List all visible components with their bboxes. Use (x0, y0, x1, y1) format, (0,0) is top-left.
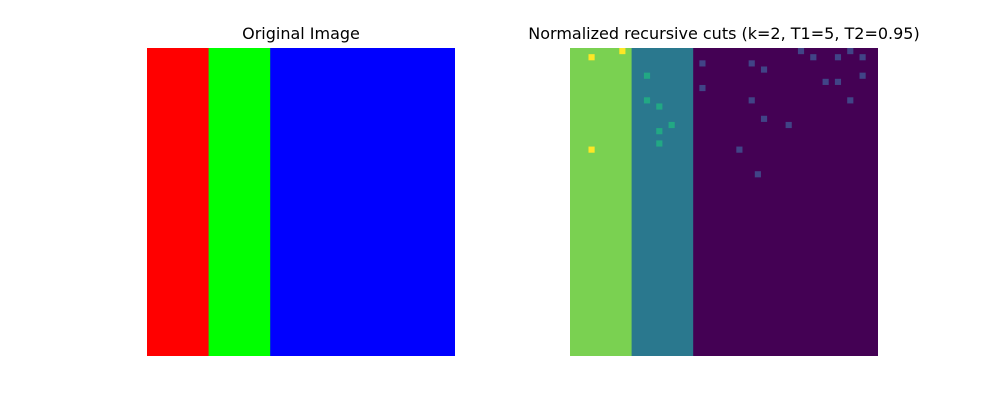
segmentation-outlier-pixel (834, 78, 842, 85)
segmentation-band-segment-purple (693, 48, 878, 356)
original-band-green (208, 48, 271, 356)
segmentation-outlier-pixel (656, 103, 663, 110)
segmentation-outlier-pixel (699, 60, 706, 67)
segmentation-outlier-pixel (736, 146, 743, 153)
segmentation-outlier-pixel (760, 66, 768, 73)
segmentation-panel (570, 48, 878, 356)
segmentation-outlier-pixel (668, 121, 675, 129)
segmentation-outlier-pixel (643, 97, 651, 104)
segmentation-outlier-pixel (699, 84, 706, 92)
original-image-title: Original Image (242, 24, 360, 43)
segmentation-outlier-pixel (656, 128, 663, 135)
segmentation-outlier-pixel (643, 72, 651, 79)
segmentation-band-segment-green (570, 48, 633, 356)
segmentation-outlier-pixel (748, 60, 755, 67)
original-image-panel (147, 48, 455, 356)
segmentation-outlier-pixel (847, 48, 854, 55)
segmentation-band-segment-teal (631, 48, 694, 356)
segmentation-outlier-pixel (822, 78, 829, 85)
original-image-canvas (147, 48, 455, 356)
segmentation-outlier-pixel (619, 48, 626, 55)
segmentation-outlier-pixel (754, 171, 761, 178)
segmentation-outlier-pixel (785, 121, 792, 129)
original-band-blue (270, 48, 455, 356)
segmentation-canvas (570, 48, 878, 356)
segmentation-outlier-pixel (797, 48, 805, 55)
segmentation-outlier-pixel (847, 97, 854, 104)
segmentation-outlier-pixel (859, 54, 866, 61)
segmentation-outlier-pixel (859, 72, 866, 79)
segmentation-outlier-pixel (588, 54, 595, 61)
segmentation-outlier-pixel (588, 146, 595, 153)
segmentation-outlier-pixel (834, 54, 842, 61)
segmentation-outlier-pixel (748, 97, 755, 104)
segmentation-outlier-pixel (810, 54, 817, 61)
segmentation-outlier-pixel (656, 140, 663, 147)
segmentation-outlier-pixel (760, 115, 768, 122)
original-band-red (147, 48, 210, 356)
segmentation-title: Normalized recursive cuts (k=2, T1=5, T2… (528, 24, 920, 43)
